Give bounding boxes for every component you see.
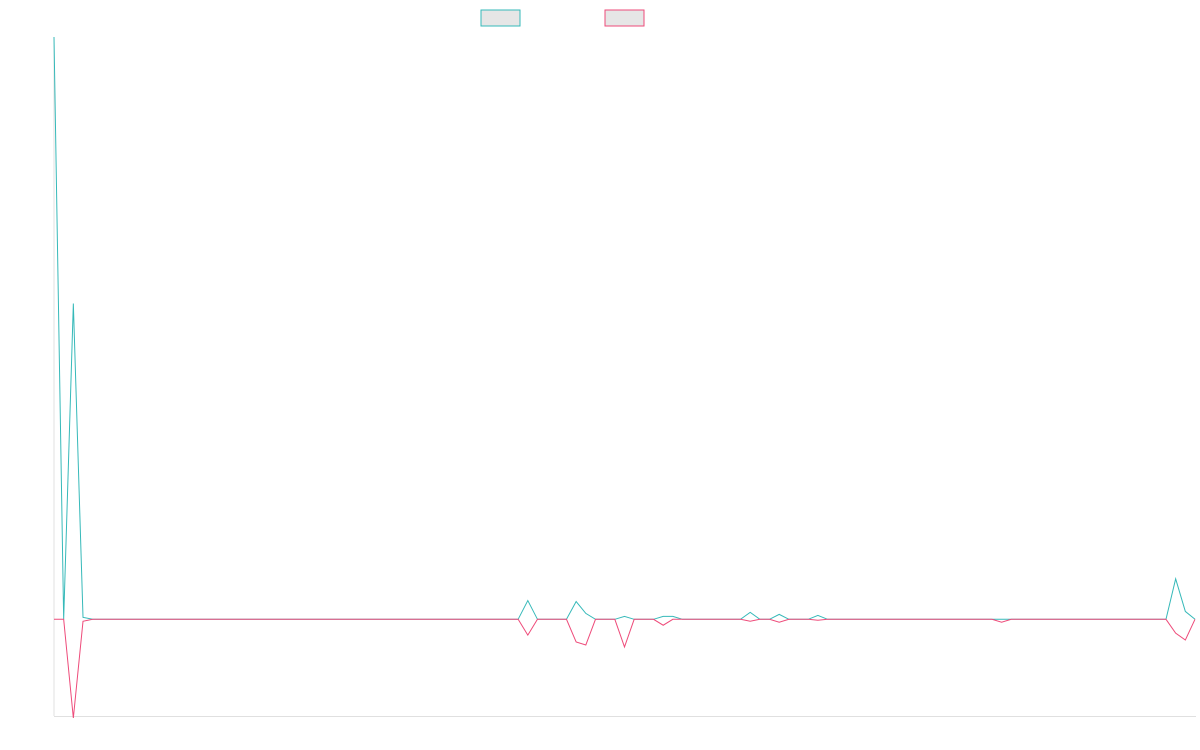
series-line-1 [53,36,1196,620]
series-line-2 [54,618,1196,719]
series-layer [53,36,1196,719]
legend-swatch-2[interactable] [604,9,645,27]
legend-swatch-1[interactable] [480,9,521,27]
legend [480,9,645,27]
axes [53,37,1196,717]
